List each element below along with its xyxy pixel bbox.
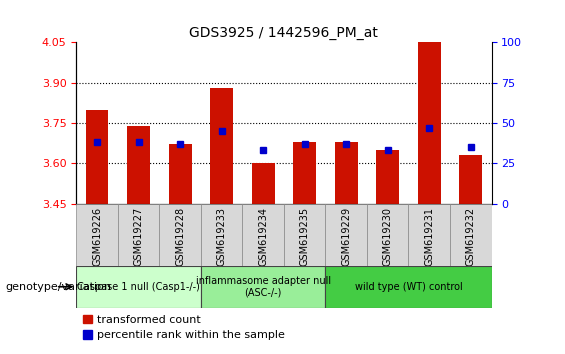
Text: inflammasome adapter null
(ASC-/-): inflammasome adapter null (ASC-/-) xyxy=(195,276,331,298)
Bar xyxy=(169,144,192,204)
Bar xyxy=(367,204,408,266)
Text: GSM619232: GSM619232 xyxy=(466,207,476,266)
Text: GSM619233: GSM619233 xyxy=(216,207,227,266)
Bar xyxy=(118,204,159,266)
Bar xyxy=(459,155,482,204)
Bar xyxy=(325,266,492,308)
Text: Caspase 1 null (Casp1-/-): Caspase 1 null (Casp1-/-) xyxy=(77,282,200,292)
Bar xyxy=(418,42,441,204)
Bar xyxy=(76,204,118,266)
Bar xyxy=(335,142,358,204)
Text: genotype/variation: genotype/variation xyxy=(6,282,112,292)
Bar xyxy=(376,150,399,204)
Text: wild type (WT) control: wild type (WT) control xyxy=(355,282,462,292)
Bar xyxy=(201,266,325,308)
Bar xyxy=(252,163,275,204)
Text: GSM619227: GSM619227 xyxy=(133,207,144,266)
Bar xyxy=(450,204,492,266)
Text: GSM619230: GSM619230 xyxy=(383,207,393,266)
Text: GSM619231: GSM619231 xyxy=(424,207,434,266)
Bar xyxy=(408,204,450,266)
Legend: transformed count, percentile rank within the sample: transformed count, percentile rank withi… xyxy=(79,310,290,345)
Text: GSM619228: GSM619228 xyxy=(175,207,185,266)
Bar xyxy=(159,204,201,266)
Text: GSM619226: GSM619226 xyxy=(92,207,102,266)
Bar xyxy=(86,110,108,204)
Title: GDS3925 / 1442596_PM_at: GDS3925 / 1442596_PM_at xyxy=(189,26,379,40)
Text: GSM619235: GSM619235 xyxy=(299,207,310,266)
Bar xyxy=(242,204,284,266)
Bar xyxy=(210,88,233,204)
Bar xyxy=(127,126,150,204)
Text: GSM619234: GSM619234 xyxy=(258,207,268,266)
Text: GSM619229: GSM619229 xyxy=(341,207,351,266)
Bar xyxy=(284,204,325,266)
Bar xyxy=(293,142,316,204)
Bar xyxy=(201,204,242,266)
Bar xyxy=(325,204,367,266)
Bar xyxy=(76,266,201,308)
